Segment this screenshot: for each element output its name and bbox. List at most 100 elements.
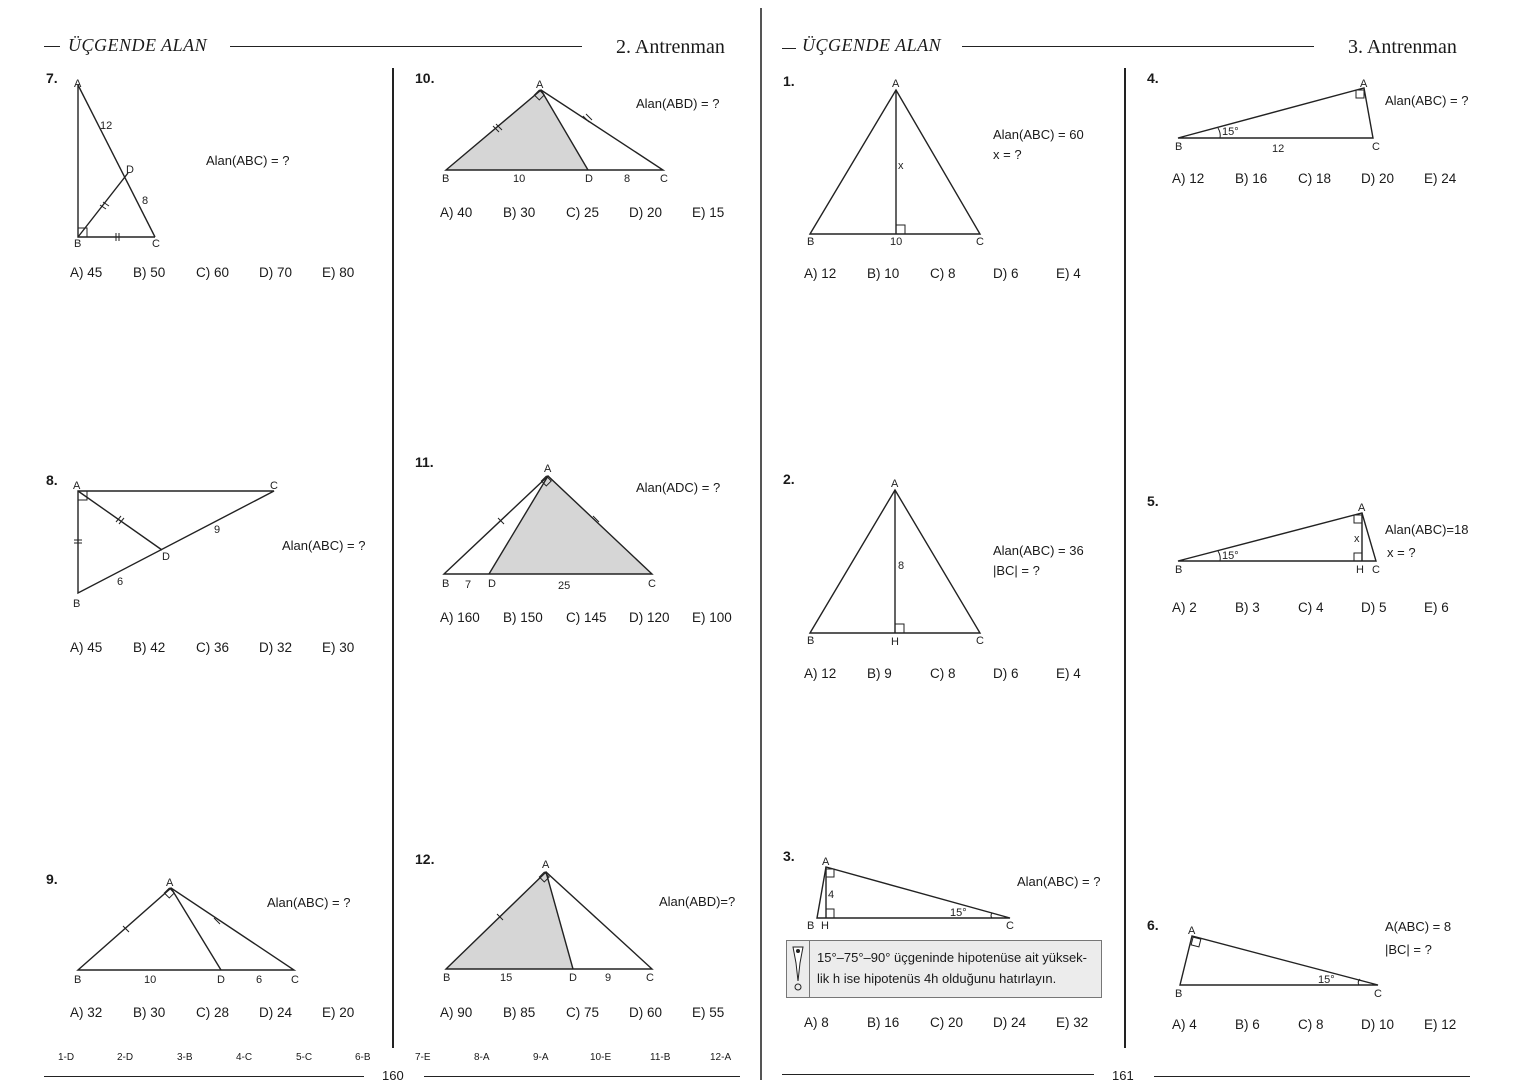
option-b[interactable]: B) 16 xyxy=(867,1015,900,1030)
option-e[interactable]: E) 55 xyxy=(692,1005,725,1020)
option-e[interactable]: E) 24 xyxy=(1424,171,1457,186)
option-d[interactable]: D) 60 xyxy=(629,1005,663,1020)
option-c[interactable]: C) 8 xyxy=(1298,1017,1324,1032)
r4-label-a: A xyxy=(1360,78,1368,90)
option-d[interactable]: D) 20 xyxy=(629,205,663,220)
q8-figure: A B C D 9 6 xyxy=(73,480,278,610)
r6-figure: A B C 15° xyxy=(1175,925,1382,1000)
answer-key-item: 7-E xyxy=(415,1052,431,1063)
option-b[interactable]: B) 30 xyxy=(503,205,536,220)
option-e[interactable]: E) 4 xyxy=(1056,666,1081,681)
q10-length-dc: 8 xyxy=(624,173,630,185)
question-number: 7. xyxy=(46,70,58,86)
option-a[interactable]: A) 8 xyxy=(804,1015,829,1030)
option-d[interactable]: D) 6 xyxy=(993,666,1019,681)
option-e[interactable]: E) 6 xyxy=(1424,600,1449,615)
r2-label-h: H xyxy=(891,636,899,648)
option-b[interactable]: B) 85 xyxy=(503,1005,536,1020)
r3-label-c: C xyxy=(1006,920,1014,932)
q8-options: A) 45 B) 42 C) 36 D) 32 E) 30 xyxy=(70,640,385,655)
option-d[interactable]: D) 20 xyxy=(1361,171,1395,186)
option-c[interactable]: C) 36 xyxy=(196,640,230,655)
option-b[interactable]: B) 9 xyxy=(867,666,892,681)
option-c[interactable]: C) 75 xyxy=(566,1005,600,1020)
r1-label-c: C xyxy=(976,236,984,248)
q11-label-a: A xyxy=(544,463,552,475)
r2-height: 8 xyxy=(898,560,904,572)
option-c[interactable]: C) 20 xyxy=(930,1015,964,1030)
r5-prompt-line2: x = ? xyxy=(1387,545,1416,560)
option-d[interactable]: D) 24 xyxy=(259,1005,293,1020)
right-header-title: ÜÇGENDE ALAN xyxy=(802,35,942,55)
option-b[interactable]: B) 50 xyxy=(133,265,166,280)
r4-label-b: B xyxy=(1175,141,1182,153)
option-c[interactable]: C) 145 xyxy=(566,610,607,625)
option-d[interactable]: D) 5 xyxy=(1361,600,1387,615)
option-c[interactable]: C) 25 xyxy=(566,205,600,220)
option-b[interactable]: B) 3 xyxy=(1235,600,1260,615)
answer-key-item: 2-D xyxy=(117,1052,134,1063)
option-c[interactable]: C) 8 xyxy=(930,666,956,681)
option-a[interactable]: A) 32 xyxy=(70,1005,103,1020)
right-page-number: 161 xyxy=(1112,1068,1134,1083)
q8-length-bd: 6 xyxy=(117,576,123,588)
option-c[interactable]: C) 60 xyxy=(196,265,230,280)
r4-prompt: Alan(ABC) = ? xyxy=(1385,93,1469,108)
q11-prompt: Alan(ADC) = ? xyxy=(636,480,721,495)
option-b[interactable]: B) 6 xyxy=(1235,1017,1260,1032)
r1-label-a: A xyxy=(892,78,900,90)
q9-label-d: D xyxy=(217,974,225,986)
option-d[interactable]: D) 32 xyxy=(259,640,293,655)
q11-figure: A B C D 7 25 xyxy=(442,463,656,592)
q7-options: A) 45 B) 50 C) 60 D) 70 E) 80 xyxy=(70,265,385,280)
r6-label-a: A xyxy=(1188,925,1196,937)
left-column-divider xyxy=(392,68,394,1048)
option-e[interactable]: E) 100 xyxy=(692,610,732,625)
option-e[interactable]: E) 15 xyxy=(692,205,725,220)
r5-label-b: B xyxy=(1175,564,1182,576)
option-e[interactable]: E) 12 xyxy=(1424,1017,1457,1032)
r3-prompt: Alan(ABC) = ? xyxy=(1017,874,1101,889)
q10-label-c: C xyxy=(660,173,668,185)
q7-prompt: Alan(ABC) = ? xyxy=(206,153,290,168)
q7-figure: A B C D 12 8 xyxy=(74,78,160,250)
option-d[interactable]: D) 24 xyxy=(993,1015,1027,1030)
q7-length-dc: 8 xyxy=(142,195,148,207)
option-e[interactable]: E) 30 xyxy=(322,640,355,655)
q9-label-a: A xyxy=(166,877,174,889)
r3-figure: A B H C 4 15° xyxy=(807,856,1014,932)
option-c[interactable]: C) 18 xyxy=(1298,171,1332,186)
option-b[interactable]: B) 30 xyxy=(133,1005,166,1020)
option-b[interactable]: B) 16 xyxy=(1235,171,1268,186)
option-d[interactable]: D) 120 xyxy=(629,610,670,625)
q11-length-dc: 25 xyxy=(558,580,570,592)
left-header-training: 2. Antrenman xyxy=(616,36,725,58)
q8-length-dc: 9 xyxy=(214,524,220,536)
option-b[interactable]: B) 150 xyxy=(503,610,543,625)
option-c[interactable]: C) 28 xyxy=(196,1005,230,1020)
option-a[interactable]: A) 45 xyxy=(70,265,103,280)
option-a[interactable]: A) 12 xyxy=(804,266,837,281)
option-a[interactable]: A) 2 xyxy=(1172,600,1197,615)
option-a[interactable]: A) 45 xyxy=(70,640,103,655)
option-d[interactable]: D) 70 xyxy=(259,265,293,280)
option-c[interactable]: C) 4 xyxy=(1298,600,1324,615)
option-b[interactable]: B) 42 xyxy=(133,640,166,655)
option-a[interactable]: A) 12 xyxy=(1172,171,1205,186)
option-e[interactable]: E) 32 xyxy=(1056,1015,1089,1030)
option-b[interactable]: B) 10 xyxy=(867,266,900,281)
q12-label-d: D xyxy=(569,972,577,984)
option-a[interactable]: A) 4 xyxy=(1172,1017,1197,1032)
option-a[interactable]: A) 90 xyxy=(440,1005,473,1020)
option-d[interactable]: D) 10 xyxy=(1361,1017,1395,1032)
option-a[interactable]: A) 160 xyxy=(440,610,480,625)
q9-length-dc: 6 xyxy=(256,974,262,986)
option-a[interactable]: A) 40 xyxy=(440,205,473,220)
option-c[interactable]: C) 8 xyxy=(930,266,956,281)
option-e[interactable]: E) 80 xyxy=(322,265,355,280)
q9-prompt: Alan(ABC) = ? xyxy=(267,895,351,910)
option-e[interactable]: E) 4 xyxy=(1056,266,1081,281)
option-e[interactable]: E) 20 xyxy=(322,1005,355,1020)
option-d[interactable]: D) 6 xyxy=(993,266,1019,281)
option-a[interactable]: A) 12 xyxy=(804,666,837,681)
